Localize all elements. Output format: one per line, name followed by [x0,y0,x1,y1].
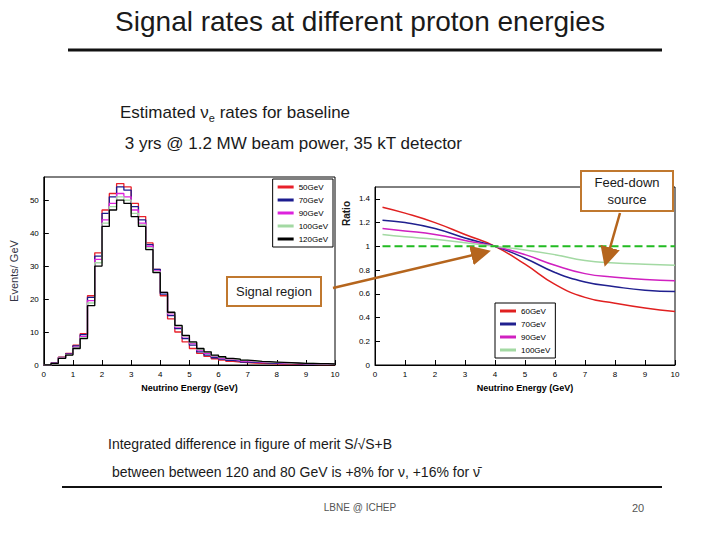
svg-text:1: 1 [403,370,408,379]
html-text:Signal region: Signal region [236,284,312,299]
svg-text:1: 1 [71,370,76,379]
svg-text:9: 9 [304,370,309,379]
svg-text:3: 3 [129,370,134,379]
svg-text:1.2: 1.2 [359,218,371,227]
svg-text:100GeV: 100GeV [521,346,551,355]
svg-text:6: 6 [216,370,221,379]
svg-text:2: 2 [100,370,105,379]
svg-text:5: 5 [523,370,528,379]
svg-text:0: 0 [34,361,39,370]
svg-text:40: 40 [30,229,39,238]
html-text:Feed-down: Feed-down [594,175,660,190]
svg-text:60GeV: 60GeV [521,307,547,316]
svg-text:50GeV: 50GeV [299,183,325,192]
svg-text:8: 8 [613,370,618,379]
svg-text:3: 3 [463,370,468,379]
svg-text:20: 20 [30,295,39,304]
svg-text:70GeV: 70GeV [521,320,547,329]
svg-text:4: 4 [493,370,498,379]
html-text:between between 120 and 80 GeV: between between 120 and 80 GeV is +8% fo… [108,464,480,480]
html-text:Integrated difference in figur: Integrated difference in figure of merit… [108,436,393,452]
svg-text:120GeV: 120GeV [299,235,329,244]
svg-text:50: 50 [30,196,39,205]
svg-text:0: 0 [42,370,47,379]
svg-text:100GeV: 100GeV [299,222,329,231]
svg-text:90GeV: 90GeV [299,209,325,218]
svg-text:10: 10 [671,370,680,379]
svg-text:30: 30 [30,262,39,271]
html-text:3 yrs @ 1.2 MW beam power, 35: 3 yrs @ 1.2 MW beam power, 35 kT detecto… [120,134,462,154]
svg-text:0: 0 [373,370,378,379]
svg-text:5: 5 [187,370,192,379]
html-text:source: source [607,192,647,207]
svg-text:0.8: 0.8 [359,266,371,275]
svg-text:0.2: 0.2 [359,337,371,346]
svg-text:10: 10 [331,370,340,379]
svg-text:Neutrino Energy (GeV): Neutrino Energy (GeV) [141,383,238,393]
svg-text:Events/ GeV: Events/ GeV [8,239,20,301]
svg-text:2: 2 [433,370,438,379]
svg-text:4: 4 [158,370,163,379]
svg-text:70GeV: 70GeV [299,196,325,205]
svg-text:90GeV: 90GeV [521,333,547,342]
svg-text:10: 10 [30,328,39,337]
svg-text:1: 1 [366,242,371,251]
svg-text:9: 9 [643,370,648,379]
html-text:Signal rates at different prot: Signal rates at different proton energie… [115,6,605,37]
svg-text:Neutrino Energy (GeV): Neutrino Energy (GeV) [477,383,574,393]
html-text:Ratio: Ratio [341,201,352,226]
svg-text:0.4: 0.4 [359,313,371,322]
svg-text:0.6: 0.6 [359,289,371,298]
html-text:20: 20 [632,502,645,514]
html-text:Estimated νerates for baseline: Estimated νerates for baseline [120,103,351,125]
svg-text:7: 7 [583,370,588,379]
svg-text:6: 6 [553,370,558,379]
svg-text:0: 0 [366,361,371,370]
html-text:LBNE @ ICHEP: LBNE @ ICHEP [323,502,397,513]
svg-text:1.4: 1.4 [359,194,371,203]
svg-text:7: 7 [245,370,250,379]
svg-text:8: 8 [275,370,280,379]
